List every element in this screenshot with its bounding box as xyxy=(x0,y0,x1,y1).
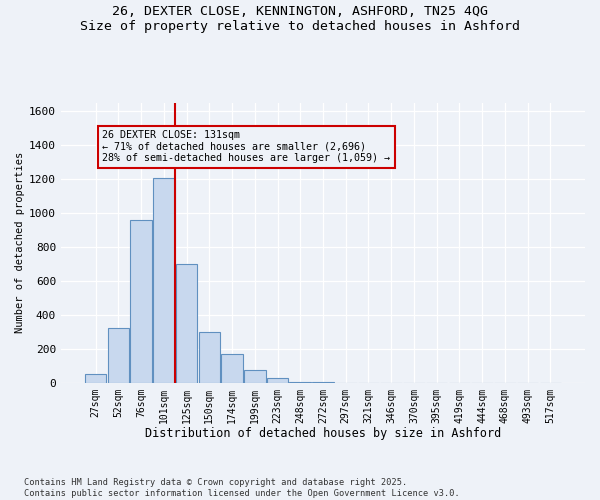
Text: 26 DEXTER CLOSE: 131sqm
← 71% of detached houses are smaller (2,696)
28% of semi: 26 DEXTER CLOSE: 131sqm ← 71% of detache… xyxy=(103,130,391,164)
Bar xyxy=(153,178,175,382)
X-axis label: Distribution of detached houses by size in Ashford: Distribution of detached houses by size … xyxy=(145,427,501,440)
Text: Contains HM Land Registry data © Crown copyright and database right 2025.
Contai: Contains HM Land Registry data © Crown c… xyxy=(24,478,460,498)
Text: 26, DEXTER CLOSE, KENNINGTON, ASHFORD, TN25 4QG
Size of property relative to det: 26, DEXTER CLOSE, KENNINGTON, ASHFORD, T… xyxy=(80,5,520,33)
Bar xyxy=(176,264,197,382)
Y-axis label: Number of detached properties: Number of detached properties xyxy=(15,152,25,334)
Bar xyxy=(244,370,266,382)
Bar xyxy=(267,378,289,382)
Bar xyxy=(85,374,106,382)
Bar xyxy=(199,332,220,382)
Bar xyxy=(221,354,243,382)
Bar xyxy=(107,328,129,382)
Bar xyxy=(130,220,152,382)
